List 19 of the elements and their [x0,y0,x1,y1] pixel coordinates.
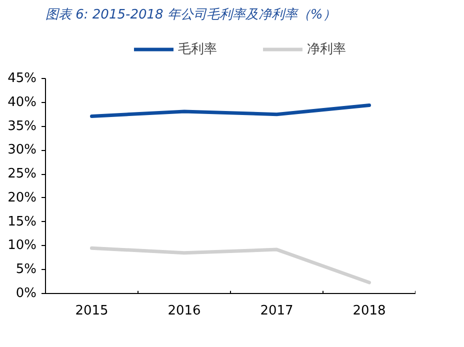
legend-label: 毛利率 [178,40,217,58]
chart-title: 图表 6: 2015-2018 年公司毛利率及净利率（%） [46,6,336,22]
x-tick-label: 2015 [75,304,108,318]
y-tick-label: 20% [8,190,37,206]
y-tick-label: 35% [8,118,37,134]
y-tick-label: 45% [8,71,37,86]
y-tick-label: 5% [16,262,36,278]
line-series [90,104,371,118]
line-series [90,246,371,284]
y-tick-label: 15% [8,214,37,230]
legend-label: 净利率 [307,40,346,58]
y-tick-label: 40% [8,94,37,110]
y-tick-label: 10% [8,238,37,254]
y-tick-label: 25% [8,166,37,182]
x-tick-label: 2018 [352,304,386,318]
y-tick-label: 30% [8,142,37,158]
y-tick-label: 0% [16,286,36,301]
x-tick-label: 2016 [168,304,201,318]
x-tick-label: 2017 [260,304,294,318]
